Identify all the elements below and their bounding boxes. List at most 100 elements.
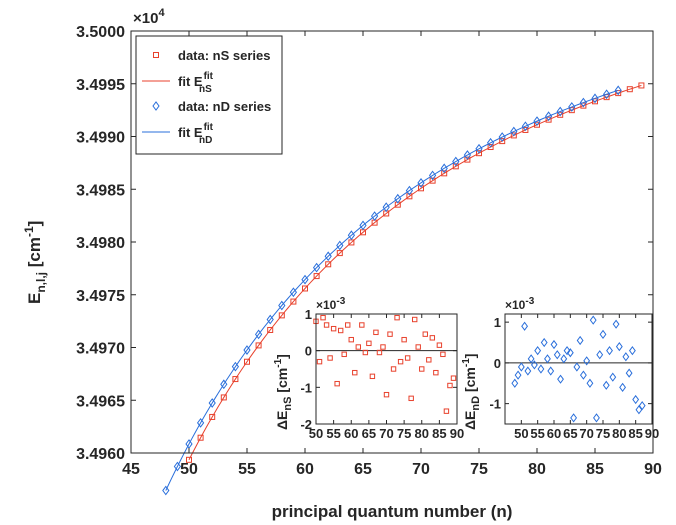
y-axis-label: ΔEnD [cm-1] [461,354,482,430]
inset-nS-residuals: 50 55 60 65 70 75 80 85 90 -2 -1 0 1 ×10-3 ΔEnS [cm-1] [273,296,464,441]
residual-point [573,362,581,372]
data-point-nS [313,273,320,280]
y-exponent-power: -3 [525,296,534,307]
data-point-nS [336,250,343,257]
data-point-nD [591,93,599,104]
residual-point [622,352,630,362]
data-point-nD [196,417,205,428]
x-tick-label: 75 [470,461,488,478]
data-point-nD [521,121,530,132]
y-tick-label: 3.4980 [76,235,125,252]
x-tick-label: 60 [296,461,314,478]
residual-point [337,327,344,334]
data-point-nD [394,193,402,204]
y-axis-label-sub: nS [282,397,294,411]
residual-point [570,413,578,423]
residual-point [323,322,330,328]
residual-point [450,375,457,381]
y-axis-label-unit: [cm [274,368,290,397]
y-axis-label-sub: nD [470,396,482,411]
x-tick-label: 65 [362,426,376,441]
residual-point [433,369,439,376]
data-point-nD [568,102,576,112]
residual-point [602,380,610,390]
x-tick-label: 70 [579,426,593,441]
y-tick-label: -2 [300,417,312,432]
residual-point [628,346,636,356]
data-point-nD [417,177,425,188]
data-point-nS [290,298,297,305]
residual-point [553,350,561,360]
residual-point [625,368,633,378]
x-tick-label: 70 [412,461,430,478]
residual-point [619,382,627,392]
y-tick-label: -1 [489,397,501,412]
y-tick-label: 0 [494,356,501,371]
data-point-nS [499,138,506,145]
x-axis-label: principal quantum number (n) [272,502,513,521]
residual-point [422,331,428,337]
x-tick-label: 60 [547,426,561,441]
y-axis-label: En,l,j [cm-1] [22,221,48,304]
legend-label: data: nS series [178,48,271,63]
residual-point [390,366,397,372]
residual-point [557,374,564,384]
residual-point [380,344,386,350]
data-point-nS [441,170,448,177]
y-tick-label: 3.4995 [76,77,125,94]
data-point-nD [382,202,390,213]
y-tick-label: 3.4975 [76,288,125,305]
residual-point [599,329,607,339]
legend-box [135,35,283,155]
residual-point [376,349,383,356]
x-tick-label: 60 [344,426,358,441]
residual-point [540,337,548,348]
x-tick-label: 80 [415,426,429,441]
residual-point [511,378,519,388]
data-point-nS [220,394,227,401]
data-point-nS [452,163,459,170]
residual-point [606,346,613,356]
residual-point [436,342,443,348]
y-axis-label-close: ] [274,354,290,359]
x-tick-label: 65 [563,426,577,441]
data-point-nS [522,126,529,133]
residual-point [401,336,407,343]
residual-point [586,378,594,388]
data-point-nD [173,461,182,472]
legend-marker-swatch [153,52,159,58]
residual-point [579,370,587,380]
residual-point [443,408,450,414]
data-point-nS [557,111,564,118]
data-point-nD [347,230,356,241]
data-point-nD [544,111,553,122]
data-point-nD [336,240,344,251]
y-tick-label: -1 [300,380,312,395]
residual-point [394,314,400,321]
y-exponent-label: ×10-3 [316,296,346,312]
legend-marker-swatch [152,101,160,111]
residual-point [514,370,522,380]
data-point-nS [267,326,274,333]
data-point-nS [209,413,216,420]
data-point-nD [289,287,298,298]
residual-point [412,316,418,323]
y-axis-label: ΔEnS [cm-1] [273,354,294,430]
data-point-nS [197,434,204,441]
residual-point [355,344,362,350]
residual-point [369,373,376,380]
data-point-nD [405,185,414,196]
residual-point [593,413,600,423]
y-tick-label: 1 [305,307,312,322]
residual-point [609,372,617,382]
residual-point [612,319,620,329]
residual-point [352,369,358,376]
y-axis-label-unit: [cm [462,367,478,396]
residual-point [345,322,351,328]
data-point-nD [498,132,506,142]
data-point-nD [614,85,622,96]
data-point-nS [568,107,575,114]
data-point-nS [302,285,308,292]
x-tick-label: 50 [514,426,528,441]
